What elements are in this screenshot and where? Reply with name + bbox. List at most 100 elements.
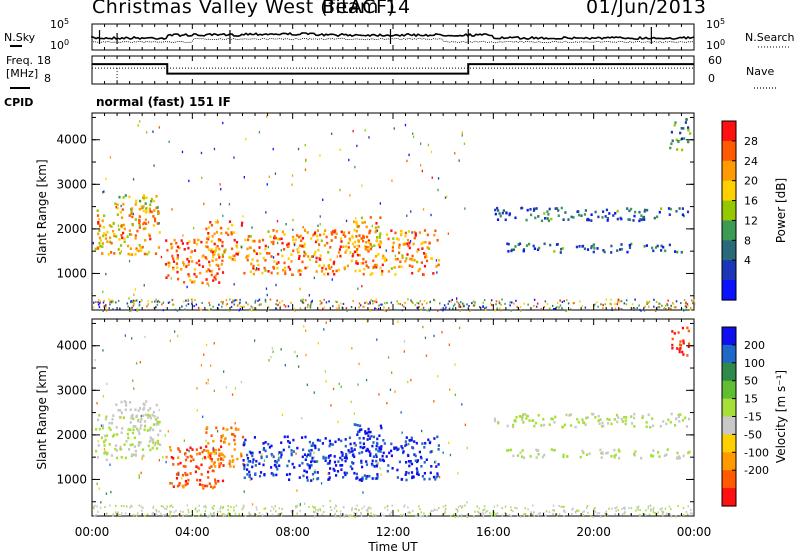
data-cell: [116, 203, 119, 207]
ground-scatter-cell: [108, 307, 110, 310]
colorbar-tick-label: -200: [744, 464, 769, 477]
ground-scatter-cell: [213, 511, 215, 514]
data-cell: [218, 452, 221, 456]
data-cell: [369, 454, 372, 457]
data-cell: [528, 419, 531, 422]
data-cell: [150, 210, 153, 214]
sparse-cell: [353, 412, 355, 415]
data-cell: [599, 418, 602, 421]
data-cell: [412, 242, 415, 246]
data-cell: [157, 433, 160, 437]
sparse-cell: [128, 260, 131, 263]
data-cell: [108, 443, 111, 446]
data-cell: [399, 260, 402, 264]
data-cell: [643, 210, 646, 213]
ground-scatter-cell: [98, 306, 101, 309]
data-cell: [526, 414, 529, 418]
data-cell: [660, 244, 663, 248]
data-cell: [142, 205, 145, 208]
data-cell: [155, 195, 158, 198]
ground-scatter-cell: [243, 305, 245, 308]
ground-scatter-cell: [385, 309, 388, 312]
sparse-cell: [464, 207, 466, 210]
data-cell: [98, 242, 101, 245]
sparse-cell: [313, 391, 315, 394]
data-cell: [149, 407, 152, 410]
data-cell: [159, 429, 162, 433]
ground-scatter-cell: [135, 299, 138, 302]
data-cell: [411, 258, 414, 262]
data-cell: [207, 235, 210, 239]
data-cell: [358, 269, 361, 272]
data-cell: [333, 455, 336, 458]
sparse-cell: [348, 158, 350, 162]
data-cell: [436, 435, 439, 439]
sparse-cell: [431, 450, 434, 453]
data-cell: [408, 246, 411, 250]
sparse-cell: [96, 482, 98, 486]
data-cell: [144, 202, 147, 205]
data-cell: [658, 210, 661, 214]
ground-scatter-cell: [468, 308, 470, 311]
data-cell: [189, 472, 192, 475]
data-cell: [409, 439, 412, 442]
data-cell: [602, 210, 605, 213]
data-cell: [259, 471, 263, 474]
sparse-cell: [231, 393, 234, 396]
data-cell: [335, 232, 338, 235]
data-cell: [522, 413, 525, 416]
data-cell: [628, 218, 632, 222]
data-cell: [361, 465, 364, 469]
sparse-cell: [132, 379, 134, 382]
data-cell: [339, 456, 342, 460]
ground-scatter-cell: [208, 309, 210, 312]
data-cell: [375, 448, 378, 451]
data-cell: [358, 234, 361, 237]
sparse-cell: [339, 148, 341, 151]
data-cell: [299, 244, 302, 247]
ground-scatter-cell: [632, 307, 634, 310]
data-cell: [564, 211, 567, 214]
sparse-cell: [436, 271, 438, 274]
data-cell: [372, 455, 375, 458]
ground-scatter-cell: [117, 299, 120, 302]
sparse-cell: [463, 142, 466, 145]
data-cell: [142, 209, 145, 213]
data-cell: [680, 251, 683, 254]
data-cell: [665, 453, 668, 457]
ground-scatter-cell: [563, 505, 565, 508]
data-cell: [233, 231, 236, 234]
ground-scatter-cell: [186, 504, 188, 507]
data-cell: [164, 263, 168, 266]
data-cell: [243, 271, 246, 275]
sparse-cell: [170, 277, 172, 280]
ground-scatter-cell: [611, 307, 613, 310]
data-cell: [378, 236, 381, 239]
data-cell: [208, 260, 211, 264]
data-cell: [122, 202, 125, 206]
data-cell: [205, 257, 208, 261]
ground-scatter-cell: [204, 510, 207, 513]
data-cell: [103, 444, 106, 447]
ground-scatter-cell: [689, 512, 692, 515]
data-cell: [153, 415, 156, 418]
ground-scatter-cell: [191, 302, 193, 305]
data-cell: [101, 219, 104, 223]
ground-scatter-cell: [234, 512, 237, 515]
data-cell: [363, 474, 366, 477]
data-cell: [401, 254, 404, 257]
colorbar-segment: [722, 380, 736, 400]
data-cell: [686, 326, 689, 330]
ground-scatter-cell: [453, 513, 455, 516]
ground-scatter-cell: [617, 300, 619, 303]
data-cell: [288, 441, 291, 444]
ground-scatter-cell: [482, 515, 485, 518]
ground-scatter-cell: [280, 514, 283, 517]
sparse-cell: [132, 178, 135, 181]
ground-scatter-cell: [608, 507, 610, 510]
ground-scatter-cell: [92, 505, 95, 508]
data-cell: [387, 464, 390, 467]
data-cell: [351, 449, 354, 453]
data-cell: [679, 413, 682, 416]
data-cell: [198, 263, 201, 267]
